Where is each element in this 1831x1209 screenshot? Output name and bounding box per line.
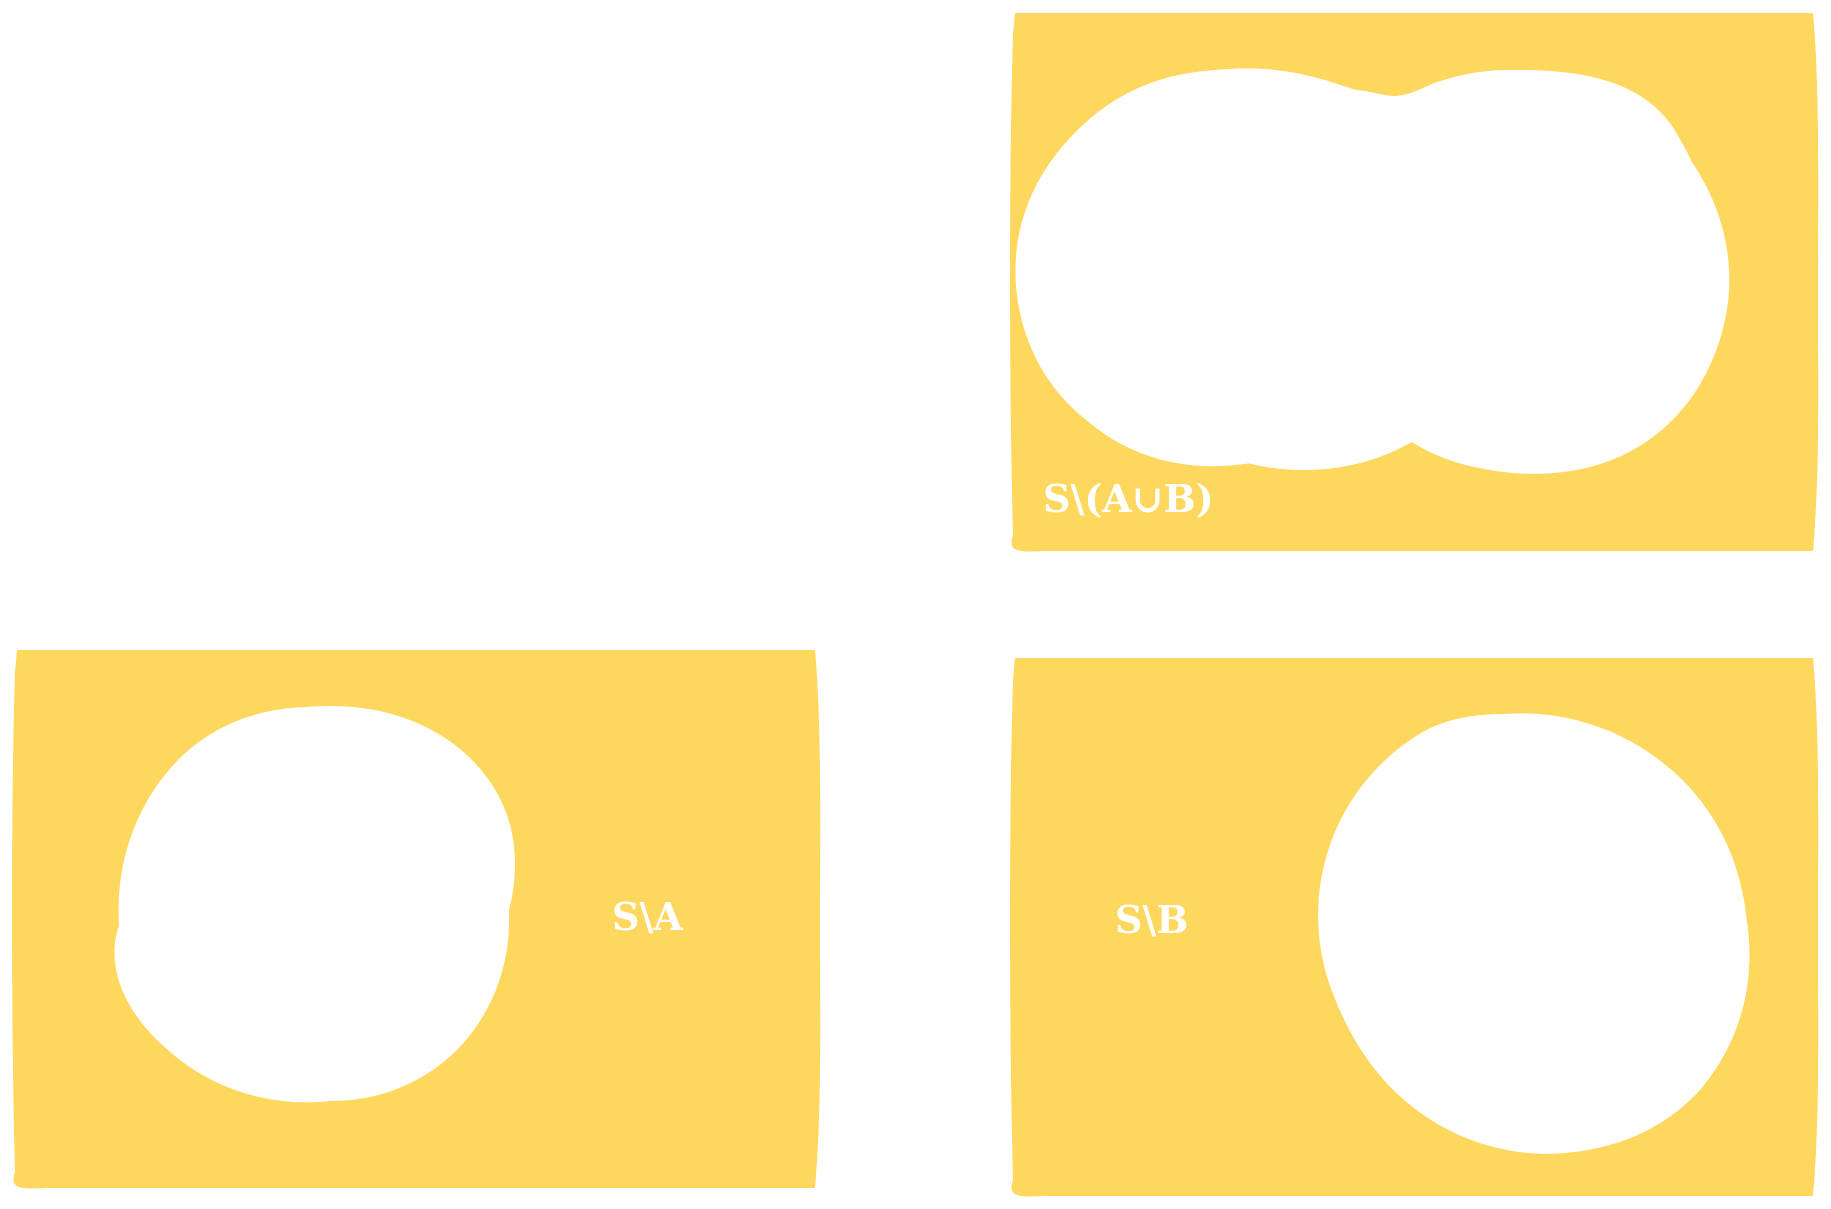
- cutout-a-union-b: [1109, 68, 1730, 474]
- label-complement-b: S\B: [1115, 897, 1188, 942]
- label-complement-union: S\(A∪B): [1043, 476, 1214, 521]
- panel-complement-union: S\(A∪B): [1010, 13, 1819, 552]
- panel-complement-b: S\B: [1010, 658, 1819, 1197]
- universe-rectangle-union: [1010, 13, 1819, 552]
- label-complement-a: S\A: [612, 894, 683, 939]
- cutout-set-a: [114, 705, 516, 1103]
- cutout-set-b: [1318, 713, 1750, 1154]
- panel-complement-a: S\A: [12, 650, 821, 1189]
